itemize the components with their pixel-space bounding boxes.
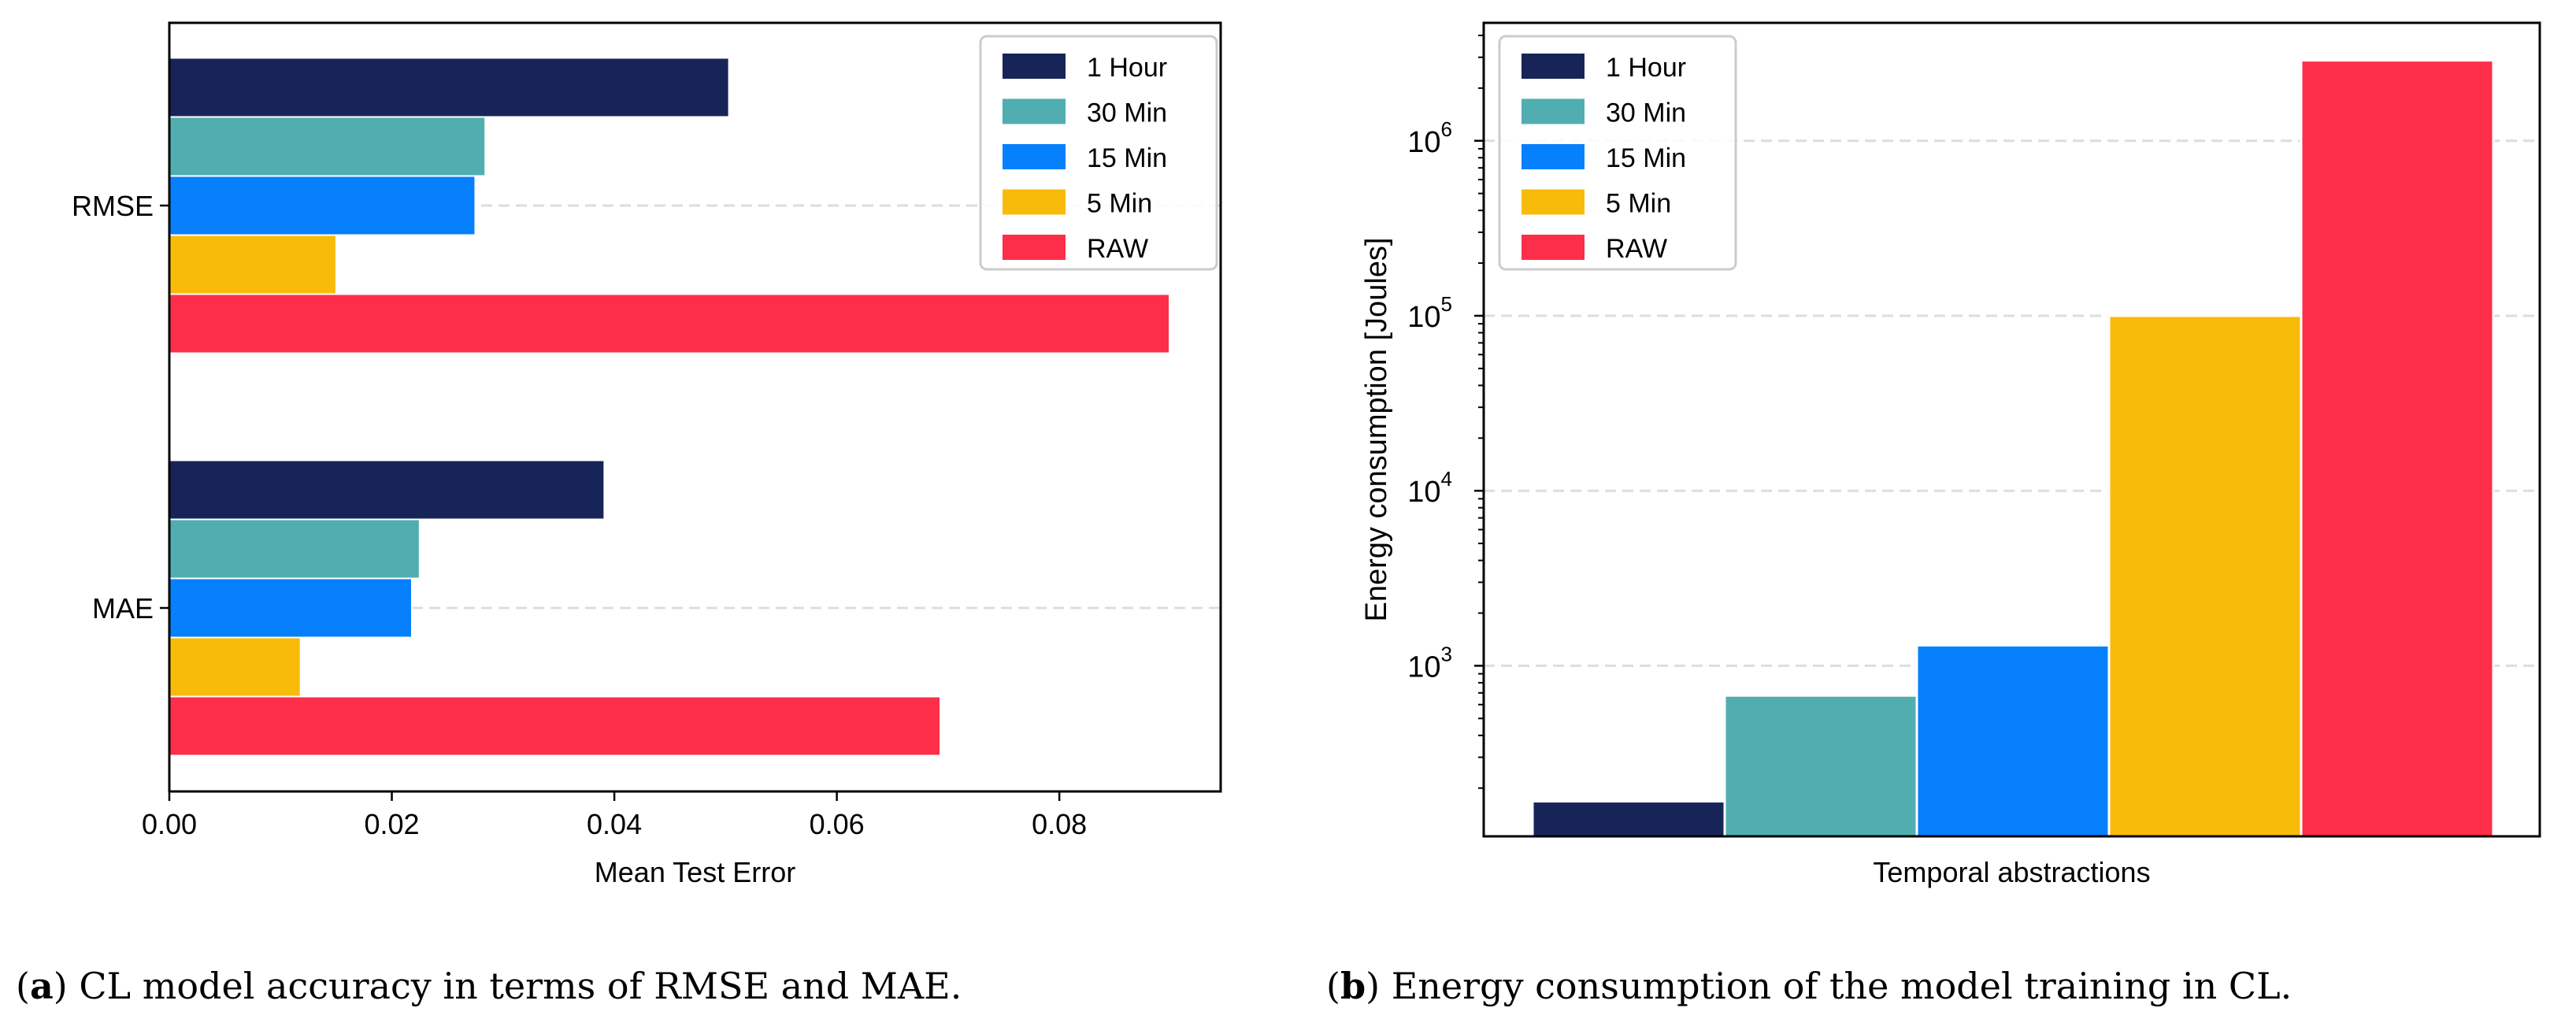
y-tick-base: 10 — [1407, 650, 1440, 684]
y-tick-base: 10 — [1407, 126, 1440, 159]
caption-b-label: b — [1340, 965, 1366, 1007]
caption-a-text: CL model accuracy in terms of RMSE and M… — [67, 965, 962, 1007]
legend-label: 15 Min — [1087, 143, 1167, 173]
caption-b-text: Energy consumption of the model training… — [1380, 965, 2292, 1007]
legend-swatch — [1003, 189, 1066, 215]
caption-a: (a) CL model accuracy in terms of RMSE a… — [16, 965, 962, 1007]
legend-label: 15 Min — [1606, 143, 1686, 173]
legend-label: 1 Hour — [1606, 53, 1686, 83]
y-tick-label: 104 — [1407, 467, 1452, 509]
bar-15-min — [1915, 643, 2111, 838]
x-tick-label: 0.08 — [1032, 808, 1087, 840]
y-tick-base: 10 — [1407, 476, 1440, 509]
y-tick-label: MAE — [92, 592, 154, 624]
legend-swatch — [1003, 144, 1066, 169]
plot-frame — [1482, 21, 2541, 838]
bar-1-hour — [1531, 800, 1726, 838]
y-tick-label: RMSE — [72, 190, 154, 222]
legend-swatch — [1522, 54, 1585, 79]
bar-mae-5-min — [169, 636, 302, 698]
legend-swatch — [1522, 144, 1585, 169]
x-tick-label: 0.06 — [810, 808, 865, 840]
x-tick-label: 0.02 — [365, 808, 420, 840]
legend-swatch — [1522, 189, 1585, 215]
caption-a-label: a — [29, 965, 54, 1007]
bar-mae-raw — [169, 695, 941, 757]
bar-rmse-1-hour — [169, 57, 730, 118]
legend-label: 30 Min — [1606, 98, 1686, 128]
legend-label: RAW — [1087, 234, 1148, 264]
bar-mae-30-min — [169, 518, 421, 580]
legend-label: 5 Min — [1087, 189, 1152, 219]
legend-label: 1 Hour — [1087, 53, 1167, 83]
x-axis-label: Temporal abstractions — [1873, 856, 2150, 888]
y-tick-exponent: 4 — [1441, 467, 1452, 491]
bar-mae-15-min — [169, 577, 413, 639]
plot-frame — [168, 21, 1222, 793]
bar-rmse-15-min — [169, 175, 476, 236]
legend-swatch — [1003, 98, 1066, 124]
legend-label: 5 Min — [1606, 189, 1671, 219]
bar-mae-1-hour — [169, 459, 606, 521]
y-tick-base: 10 — [1407, 301, 1440, 334]
legend-label: RAW — [1606, 234, 1667, 264]
y-tick-exponent: 5 — [1441, 292, 1452, 316]
legend-swatch — [1003, 235, 1066, 260]
bar-30-min — [1723, 694, 1918, 838]
bar-rmse-raw — [169, 293, 1171, 354]
y-axis-label: Energy consumption [Joules] — [1360, 238, 1393, 622]
legend-swatch — [1522, 235, 1585, 260]
x-axis-label: Mean Test Error — [595, 856, 795, 888]
x-tick-label: 0.04 — [587, 808, 642, 840]
y-tick-label: 106 — [1407, 117, 1452, 159]
chart-a-accuracy: RMSE MAE 0.00 0.02 0.04 0.06 0.08 Mean Test Err… — [72, 21, 1222, 888]
bar-raw — [2300, 59, 2495, 838]
legend-label: 30 Min — [1087, 98, 1167, 128]
bar-rmse-30-min — [169, 116, 487, 177]
bar-5-min — [2107, 314, 2303, 838]
y-tick-label: 103 — [1407, 642, 1452, 684]
y-tick-exponent: 3 — [1441, 642, 1452, 665]
y-tick-exponent: 6 — [1441, 117, 1452, 141]
x-tick-label: 0.00 — [142, 808, 197, 840]
caption-b: (b) Energy consumption of the model trai… — [1326, 965, 2292, 1007]
y-tick-label: 105 — [1407, 292, 1452, 334]
bar-rmse-5-min — [169, 234, 337, 295]
legend-swatch — [1003, 54, 1066, 79]
legend-swatch — [1522, 98, 1585, 124]
